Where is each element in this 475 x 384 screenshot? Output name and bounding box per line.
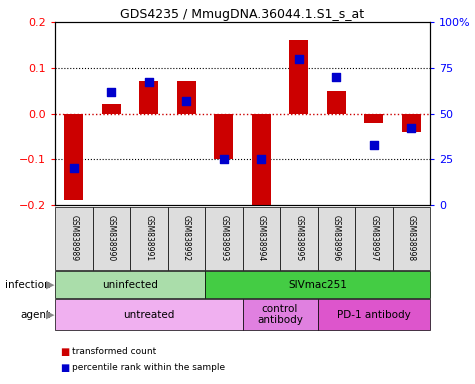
Bar: [55, 299, 243, 330]
Text: PD-1 antibody: PD-1 antibody: [337, 310, 410, 319]
Bar: [214, 114, 233, 159]
Point: [370, 142, 378, 148]
Text: infection: infection: [5, 280, 50, 290]
Bar: [139, 81, 158, 114]
Text: GSM838989: GSM838989: [69, 215, 78, 262]
Text: GSM838993: GSM838993: [219, 215, 228, 262]
Text: GSM838997: GSM838997: [369, 215, 378, 262]
Point: [332, 74, 340, 80]
Text: GSM838994: GSM838994: [257, 215, 266, 262]
Bar: [55, 207, 93, 270]
Bar: [55, 271, 205, 298]
Bar: [65, 114, 83, 200]
Bar: [243, 299, 317, 330]
Bar: [327, 91, 346, 114]
Point: [145, 79, 152, 86]
Text: ▶: ▶: [46, 310, 54, 319]
Text: GSM838998: GSM838998: [407, 215, 416, 262]
Text: agent: agent: [20, 310, 50, 319]
Bar: [402, 114, 421, 132]
Bar: [205, 271, 430, 298]
Text: GSM838991: GSM838991: [144, 215, 153, 262]
Text: uninfected: uninfected: [102, 280, 158, 290]
Text: untreated: untreated: [123, 310, 174, 319]
Bar: [392, 207, 430, 270]
Text: ▶: ▶: [46, 280, 54, 290]
Bar: [177, 81, 196, 114]
Bar: [317, 299, 430, 330]
Point: [295, 56, 303, 62]
Text: GSM838990: GSM838990: [107, 215, 116, 262]
Bar: [243, 207, 280, 270]
Text: GSM838995: GSM838995: [294, 215, 303, 262]
Point: [220, 156, 228, 162]
Point: [257, 156, 265, 162]
Bar: [355, 207, 392, 270]
Point: [107, 88, 115, 94]
Text: SIVmac251: SIVmac251: [288, 280, 347, 290]
Bar: [130, 207, 168, 270]
Text: percentile rank within the sample: percentile rank within the sample: [72, 364, 225, 372]
Text: GSM838996: GSM838996: [332, 215, 341, 262]
Bar: [280, 207, 317, 270]
Text: ■: ■: [60, 363, 69, 373]
Text: transformed count: transformed count: [72, 348, 156, 356]
Bar: [252, 114, 271, 205]
Title: GDS4235 / MmugDNA.36044.1.S1_s_at: GDS4235 / MmugDNA.36044.1.S1_s_at: [121, 8, 365, 21]
Bar: [168, 207, 205, 270]
Bar: [93, 207, 130, 270]
Text: GSM838992: GSM838992: [182, 215, 191, 262]
Point: [182, 98, 190, 104]
Bar: [205, 207, 243, 270]
Text: control
antibody: control antibody: [257, 304, 303, 325]
Text: ■: ■: [60, 347, 69, 357]
Bar: [102, 104, 121, 114]
Point: [70, 166, 77, 172]
Point: [408, 125, 415, 131]
Bar: [364, 114, 383, 122]
Bar: [289, 40, 308, 114]
Bar: [317, 207, 355, 270]
